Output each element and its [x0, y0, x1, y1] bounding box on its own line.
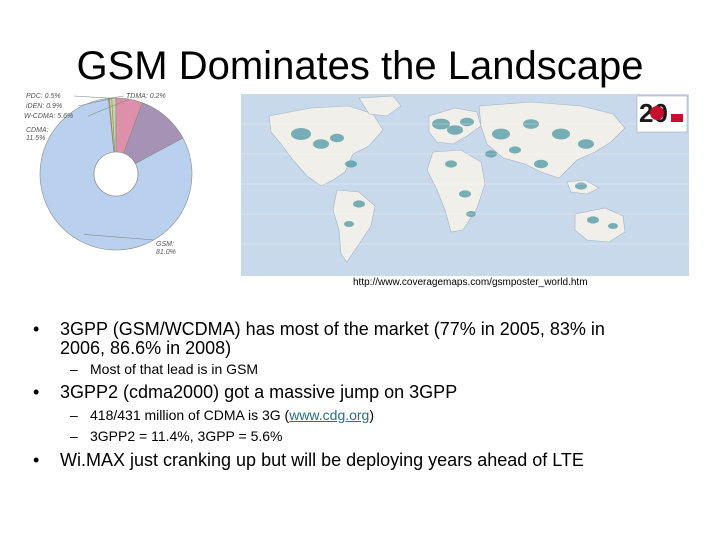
coverage-area: [345, 160, 357, 168]
coverage-area: [353, 200, 365, 208]
sub-bullet-text: Most of that lead is in GSM: [90, 361, 259, 377]
coverage-area: [509, 146, 521, 154]
pie-leader-line-gsm: [83, 234, 155, 241]
map-source-caption: http://www.coveragemaps.com/gsmposter_wo…: [353, 277, 588, 288]
pie-label-pdc: PDC: 0.5%: [26, 93, 61, 100]
coverage-area: [459, 190, 471, 198]
greenland-landmass: [358, 95, 402, 117]
pie-leader-line-iden: [77, 97, 114, 107]
pie-center-hole: [93, 151, 139, 197]
map-gridlines: [241, 123, 689, 245]
coverage-area: [445, 160, 457, 168]
coverage-area: [492, 128, 510, 140]
coverage-area: [552, 128, 570, 140]
coverage-area: [447, 125, 463, 135]
coverage-area: [313, 139, 329, 149]
pie-label-tdma: TDMA: 0.2%: [126, 93, 166, 100]
bullet-item: • 3GPP (GSM/WCDMA) has most of the marke…: [33, 320, 713, 360]
sub-bullet-text-end: ): [369, 407, 375, 423]
sub-bullet-dash: –: [70, 407, 78, 423]
coverage-area: [587, 216, 599, 224]
coverage-area: [330, 133, 344, 143]
sub-bullet-dash: –: [70, 361, 78, 377]
australia-landmass: [574, 207, 626, 243]
bullet-text-continued: 2006, 86.6% in 2008): [60, 338, 232, 358]
market-share-pie-chart: GSM: 81.0% CDMA: 11.5% W-CDMA: 5.6% iDEN: 0.9…: [24, 93, 193, 256]
bullet-text: 3GPP2 (cdma2000) got a massive jump on 3…: [60, 382, 458, 402]
pie-leader-line-tdma: [108, 95, 125, 99]
pie-label-w-cdma: W-CDMA: 5.6%: [24, 113, 73, 120]
pie-label-gsm: GSM: 81.0%: [156, 241, 176, 256]
sub-bullet-dash: –: [70, 428, 78, 444]
cdg-link[interactable]: www.cdg.org: [289, 407, 370, 423]
sub-bullet-text: 3GPP2 = 11.4%, 3GPP = 5.6%: [90, 428, 283, 444]
pie-label-cdma: CDMA: 11.5%: [26, 127, 49, 142]
bullet-text: Wi.MAX just cranking up but will be depl…: [60, 450, 584, 470]
coverage-area: [344, 221, 354, 227]
bullet-dot: •: [33, 382, 40, 402]
gsm-coverage-world-map: 20: [241, 94, 689, 276]
sub-bullet-text-start: 418/431 million of CDMA is 3G (: [90, 407, 290, 423]
bullet-item: • Wi.MAX just cranking up but will be de…: [33, 451, 713, 471]
coverage-area: [534, 159, 548, 169]
pie-leader-line-w-cdma: [87, 98, 130, 117]
coverage-area: [608, 223, 618, 229]
coverage-area: [575, 182, 587, 190]
sub-bullet-text: 418/431 million of CDMA is 3G (www.cdg.o…: [90, 407, 374, 424]
coverage-area: [578, 139, 594, 149]
slide-title: GSM Dominates the Landscape: [76, 44, 644, 88]
poster-badge: 20: [636, 95, 688, 133]
bullet-item: • 3GPP2 (cdma2000) got a massive jump on…: [33, 383, 713, 403]
coverage-area: [460, 117, 474, 127]
bullet-dot: •: [33, 450, 40, 470]
bullet-dot: •: [33, 319, 40, 339]
pie-leader-line-pdc: [73, 95, 111, 99]
pie-label-iden: iDEN: 0.9%: [26, 103, 62, 110]
bullet-text: 3GPP (GSM/WCDMA) has most of the market …: [60, 319, 605, 339]
asia-landmass: [478, 101, 626, 179]
coverage-area: [291, 128, 311, 140]
